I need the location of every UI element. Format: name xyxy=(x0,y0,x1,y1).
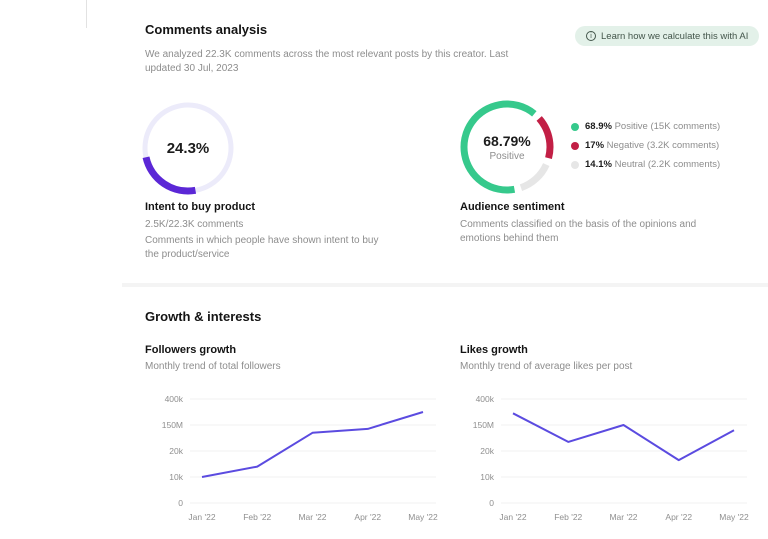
svg-text:0: 0 xyxy=(489,498,494,508)
svg-text:400k: 400k xyxy=(476,394,495,404)
likes-growth-subtitle: Monthly trend of average likes per post xyxy=(460,361,633,372)
intent-donut: 24.3% xyxy=(139,99,237,197)
neutral-dot-icon xyxy=(571,160,579,169)
svg-text:0: 0 xyxy=(178,498,183,508)
followers-growth-subtitle: Monthly trend of total followers xyxy=(145,361,281,372)
svg-text:150M: 150M xyxy=(473,420,494,430)
likes-growth-chart: 0 10k 20k 150M 400k Jan '22 Feb '22 Mar '22 Apr … xyxy=(473,394,749,522)
svg-text:May '22: May '22 xyxy=(719,512,749,522)
intent-percent: 24.3% xyxy=(166,139,210,157)
svg-text:150M: 150M xyxy=(162,420,183,430)
intent-description: Comments in which people have shown inte… xyxy=(145,235,379,260)
sentiment-legend: 68.9% Positive (15K comments) 17% Negati… xyxy=(571,117,720,174)
svg-text:20k: 20k xyxy=(480,446,494,456)
positive-dot-icon xyxy=(571,122,579,131)
followers-growth-chart: 0 10k 20k 150M 400k Jan '22 Feb '22 Mar '22 Apr … xyxy=(162,394,438,522)
sentiment-donut-chart xyxy=(460,100,554,194)
sentiment-description: Comments classified on the basis of the … xyxy=(460,219,697,244)
legend-text: 68.9% Positive (15K comments) xyxy=(585,121,721,132)
svg-text:Feb '22: Feb '22 xyxy=(554,512,582,522)
svg-text:Feb '22: Feb '22 xyxy=(243,512,271,522)
svg-text:10k: 10k xyxy=(169,472,183,482)
legend-item-neutral: 14.1% Neutral (2.2K comments) xyxy=(571,155,720,174)
svg-text:400k: 400k xyxy=(165,394,184,404)
intent-title: Intent to buy product xyxy=(145,201,255,213)
sentiment-title: Audience sentiment xyxy=(460,201,565,213)
followers-growth-title: Followers growth xyxy=(145,344,237,356)
svg-text:20k: 20k xyxy=(169,446,183,456)
sentiment-center-label: Positive xyxy=(489,150,525,162)
likes-growth-title: Likes growth xyxy=(460,344,528,356)
svg-text:10k: 10k xyxy=(480,472,494,482)
section-divider xyxy=(122,283,768,287)
legend-item-negative: 17% Negative (3.2K comments) xyxy=(571,136,720,155)
svg-text:Mar '22: Mar '22 xyxy=(298,512,326,522)
intent-donut-center: 24.3% xyxy=(139,99,237,197)
sentiment-donut: 68.79% Positive xyxy=(458,98,556,196)
svg-text:Jan '22: Jan '22 xyxy=(188,512,215,522)
legend-text: 17% Negative (3.2K comments) xyxy=(585,140,720,151)
comments-analysis-title: Comments analysis xyxy=(145,22,268,37)
svg-text:Jan '22: Jan '22 xyxy=(499,512,526,522)
legend-text: 14.1% Neutral (2.2K comments) xyxy=(585,159,721,170)
negative-dot-icon xyxy=(571,141,579,150)
growth-interests-title: Growth & interests xyxy=(145,309,262,324)
learn-ai-badge-label: Learn how we calculate this with AI xyxy=(601,30,749,42)
comments-analysis-subtitle: We analyzed 22.3K comments across the mo… xyxy=(145,49,509,74)
intent-donut-chart xyxy=(141,101,235,195)
learn-ai-badge[interactable]: i Learn how we calculate this with AI xyxy=(575,26,760,46)
svg-text:Apr '22: Apr '22 xyxy=(665,512,692,522)
svg-text:Mar '22: Mar '22 xyxy=(609,512,637,522)
sentiment-percent: 68.79% xyxy=(483,132,531,149)
info-icon: i xyxy=(586,31,596,41)
svg-text:Apr '22: Apr '22 xyxy=(354,512,381,522)
top-edge-divider xyxy=(86,0,87,28)
intent-stats: 2.5K/22.3K comments xyxy=(145,219,244,230)
legend-item-positive: 68.9% Positive (15K comments) xyxy=(571,117,720,136)
svg-text:May '22: May '22 xyxy=(408,512,438,522)
sentiment-donut-center: 68.79% Positive xyxy=(458,98,556,196)
